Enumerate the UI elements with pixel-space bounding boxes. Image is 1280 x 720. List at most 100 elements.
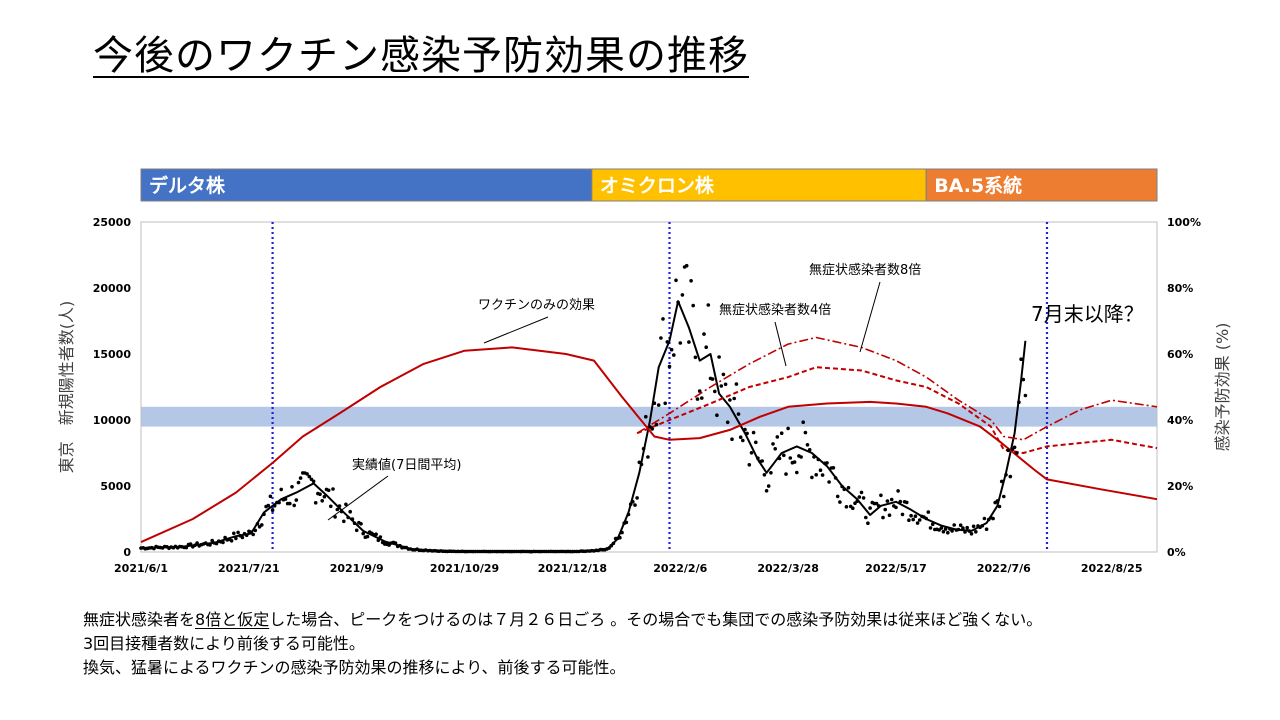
daily-point — [656, 403, 661, 407]
daily-point — [251, 532, 255, 537]
daily-point — [618, 535, 622, 540]
daily-point — [337, 504, 342, 508]
y-tick-3: 15000 — [93, 348, 132, 361]
daily-point — [1006, 448, 1010, 453]
daily-point — [769, 471, 773, 475]
daily-point — [827, 480, 831, 484]
daily-point — [777, 456, 782, 461]
daily-point — [756, 456, 760, 461]
daily-point — [963, 530, 967, 534]
note-line-1-c: した場合、ピークをつけるのは７月２６日ごろ 。その場合でも集団での感染予防効果は… — [269, 610, 1043, 629]
daily-point — [255, 522, 260, 526]
series-line-1 — [140, 346, 1158, 544]
daily-point — [961, 526, 965, 530]
daily-point — [700, 396, 704, 400]
daily-point — [905, 500, 909, 505]
daily-point — [952, 523, 956, 527]
daily-point — [736, 412, 741, 416]
daily-point — [674, 278, 678, 283]
daily-point — [838, 500, 842, 504]
daily-point — [311, 479, 316, 484]
daily-point — [676, 300, 680, 305]
daily-point — [689, 279, 693, 283]
daily-point — [773, 447, 777, 451]
target-band — [141, 406, 1157, 427]
daily-point — [784, 472, 788, 476]
daily-point — [1017, 400, 1021, 405]
daily-point — [361, 531, 366, 536]
daily-point — [835, 494, 840, 499]
daily-point — [704, 345, 708, 350]
daily-point — [641, 446, 646, 451]
daily-point — [926, 510, 931, 514]
daily-point — [730, 437, 734, 442]
x-tick-1: 2021/7/21 — [218, 562, 280, 575]
y2-tick-4: 80% — [1167, 282, 1193, 295]
daily-point — [851, 506, 855, 511]
daily-point — [344, 502, 348, 507]
daily-point — [876, 504, 881, 508]
daily-point — [782, 453, 786, 458]
daily-point — [820, 473, 825, 477]
daily-point — [663, 401, 667, 406]
daily-point — [956, 527, 961, 532]
x-tick-5: 2022/2/6 — [653, 562, 707, 575]
daily-point — [792, 460, 797, 464]
daily-point — [260, 523, 264, 527]
daily-point — [266, 503, 271, 508]
daily-point — [825, 461, 829, 465]
daily-point — [754, 440, 758, 445]
daily-point — [844, 505, 849, 509]
daily-point — [691, 303, 695, 308]
daily-point — [898, 499, 903, 504]
note-line-1-b: 8倍と仮定 — [195, 610, 270, 629]
daily-point — [984, 527, 989, 531]
y-axis-label: 東京 新規陽性者数(人) — [57, 301, 76, 474]
daily-point — [810, 475, 814, 480]
daily-point — [620, 530, 624, 535]
y-tick-5: 25000 — [93, 216, 132, 229]
daily-point — [646, 455, 650, 459]
note-line-3: 換気、猛暑によるワクチンの感染予防効果の推移により、前後する可能性。 — [83, 658, 626, 677]
daily-point — [999, 479, 1004, 484]
daily-point — [816, 457, 821, 462]
y-tick-4: 20000 — [93, 282, 132, 295]
daily-point — [719, 384, 724, 388]
daily-point — [738, 435, 743, 440]
daily-point — [881, 515, 885, 520]
x-tick-7: 2022/5/17 — [865, 562, 927, 575]
daily-point — [997, 504, 1002, 509]
daily-point — [917, 518, 922, 522]
daily-point — [941, 529, 946, 534]
annotation-after-july: 7月末以降？ — [1031, 302, 1144, 326]
daily-point — [907, 518, 911, 522]
daily-point — [626, 512, 631, 517]
daily-point — [795, 470, 799, 475]
daily-point — [277, 500, 281, 505]
page-title: 今後のワクチン感染予防効果の推移 — [93, 33, 749, 79]
daily-point — [743, 427, 747, 432]
daily-point — [335, 507, 340, 512]
daily-point — [965, 525, 969, 530]
daily-point — [290, 485, 294, 489]
daily-point — [745, 431, 749, 436]
daily-point — [967, 529, 972, 533]
daily-point — [950, 529, 954, 533]
daily-point — [1021, 377, 1026, 382]
leader-asymptomatic-4x — [774, 321, 787, 367]
daily-point — [318, 492, 322, 497]
daily-point — [693, 355, 698, 360]
daily-point — [272, 504, 277, 508]
daily-point — [812, 455, 816, 459]
daily-point — [687, 340, 691, 344]
x-tick-3: 2021/10/29 — [430, 562, 499, 575]
daily-point — [958, 523, 963, 527]
daily-point — [684, 263, 689, 268]
daily-point — [741, 438, 745, 443]
notes: 無症状感染者を8倍と仮定した場合、ピークをつけるのは７月２６日ごろ 。その場合で… — [83, 608, 1042, 680]
daily-point — [766, 484, 771, 488]
daily-point — [288, 501, 292, 506]
daily-point — [771, 442, 775, 446]
daily-point — [1015, 451, 1019, 455]
daily-point — [868, 506, 872, 510]
